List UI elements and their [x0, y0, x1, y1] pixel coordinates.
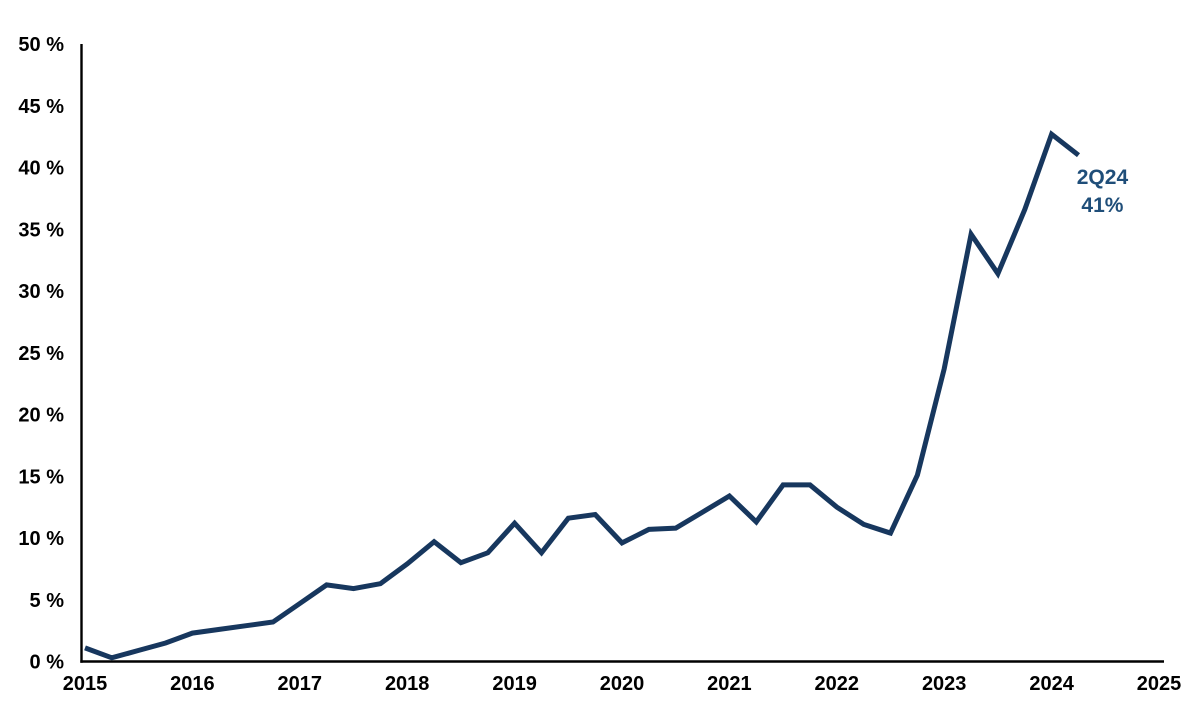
x-tick-label: 2017 — [278, 673, 323, 695]
y-tick-label: 5 % — [30, 590, 65, 612]
annotation-period-label: 2Q24 — [1077, 166, 1129, 189]
y-tick-label: 15 % — [18, 466, 64, 488]
x-tick-label: 2024 — [1029, 673, 1074, 695]
y-tick-label: 20 % — [18, 405, 64, 427]
x-tick-label: 2020 — [600, 673, 645, 695]
x-tick-label: 2015 — [63, 673, 108, 695]
x-tick-label: 2025 — [1137, 673, 1182, 695]
x-tick-label: 2016 — [170, 673, 215, 695]
y-tick-label: 45 % — [18, 96, 64, 118]
x-tick-label: 2022 — [815, 673, 860, 695]
y-tick-label: 25 % — [18, 343, 64, 365]
y-tick-label: 0 % — [30, 652, 65, 674]
annotation-value-label: 41% — [1081, 194, 1123, 217]
y-tick-label: 40 % — [18, 158, 64, 180]
y-tick-label: 30 % — [18, 281, 64, 303]
data-series-line — [84, 130, 1081, 661]
x-axis-tick-labels: 2015 2016 2017 2018 2019 2020 2021 2022 2023 2024… — [63, 673, 1182, 695]
x-tick-label: 2018 — [385, 673, 430, 695]
y-tick-label: 10 % — [18, 528, 64, 550]
y-tick-label: 35 % — [18, 219, 64, 241]
x-tick-label: 2021 — [707, 673, 752, 695]
x-tick-label: 2023 — [922, 673, 967, 695]
y-axis-tick-labels: 0 % 5 % 10 % 15 % 20 % 25 % 30 % 35 % 40 % 45 % 50… — [18, 34, 64, 674]
x-tick-label: 2019 — [492, 673, 537, 695]
y-tick-label: 50 % — [18, 34, 64, 56]
